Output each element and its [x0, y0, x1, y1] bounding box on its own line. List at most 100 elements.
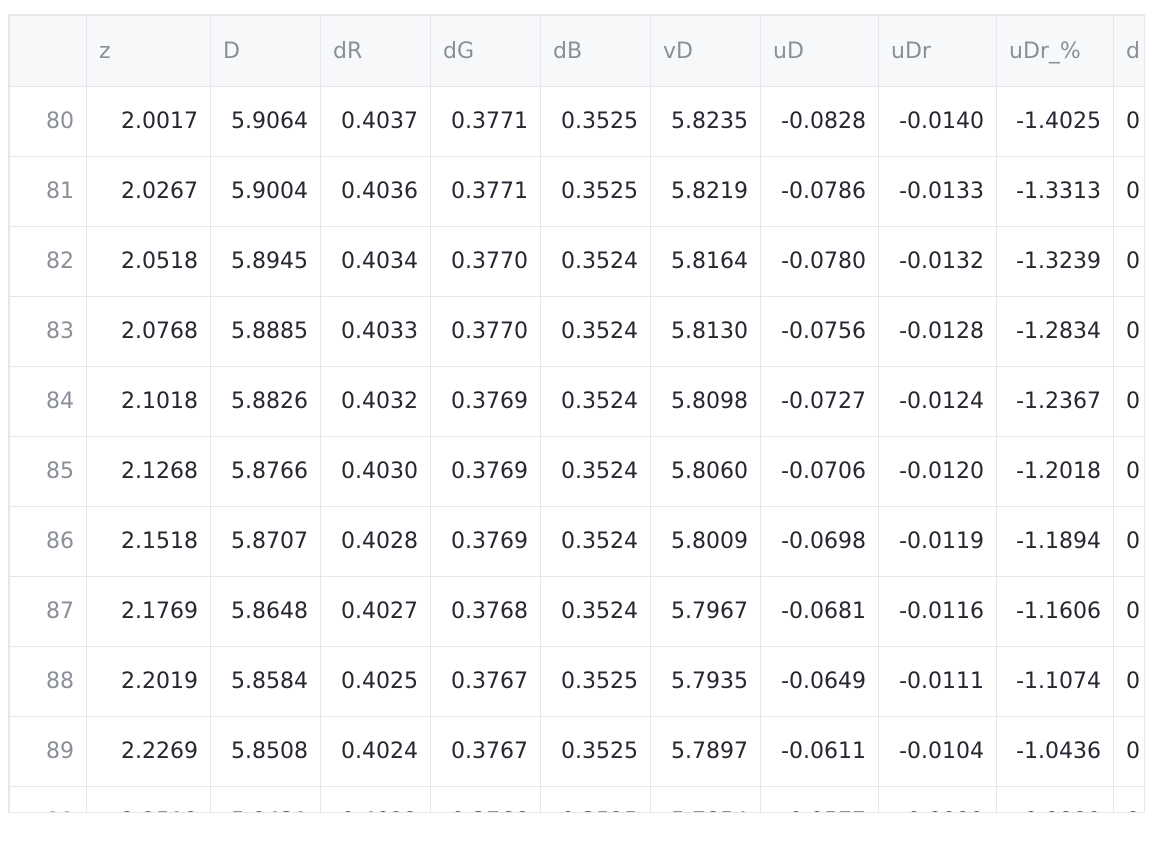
table-cell[interactable]: 2.0518: [86, 226, 211, 297]
table-cell[interactable]: 0.3770: [430, 226, 541, 297]
table-cell[interactable]: 2.1769: [86, 576, 211, 647]
table-cell[interactable]: -0.0727: [760, 366, 879, 437]
table-cell[interactable]: -0.0140: [878, 86, 997, 157]
table-cell[interactable]: 0.3525: [540, 156, 651, 227]
table-cell[interactable]: 0.3524: [540, 366, 651, 437]
table-cell[interactable]: 2.1518: [86, 506, 211, 577]
table-cell[interactable]: 0.4025: [320, 646, 431, 717]
table-cell[interactable]: 0.4028: [320, 506, 431, 577]
table-cell[interactable]: -0.0780: [760, 226, 879, 297]
column-header[interactable]: dR: [320, 15, 431, 87]
table-cell[interactable]: 2.0768: [86, 296, 211, 367]
table-cell[interactable]: 0.4037: [320, 86, 431, 157]
table-cell[interactable]: -0.0119: [878, 506, 997, 577]
table-cell[interactable]: -0.0611: [760, 716, 879, 787]
column-header[interactable]: D: [210, 15, 321, 87]
table-cell[interactable]: 0: [1113, 366, 1144, 437]
table-cell[interactable]: -0.0828: [760, 86, 879, 157]
column-header[interactable]: z: [86, 15, 211, 87]
table-cell[interactable]: 5.7897: [650, 716, 761, 787]
table-cell[interactable]: 0.3524: [540, 226, 651, 297]
table-cell[interactable]: -0.0649: [760, 646, 879, 717]
table-cell[interactable]: 0.4024: [320, 716, 431, 787]
table-cell[interactable]: 0.3768: [430, 576, 541, 647]
table-cell[interactable]: -0.0128: [878, 296, 997, 367]
table-cell[interactable]: -0.0756: [760, 296, 879, 367]
table-cell[interactable]: 5.7854: [650, 786, 761, 812]
table-cell[interactable]: 5.8060: [650, 436, 761, 507]
table-cell[interactable]: -0.0104: [878, 716, 997, 787]
column-header[interactable]: uDr: [878, 15, 997, 87]
table-cell[interactable]: 0.3766: [430, 786, 541, 812]
table-cell[interactable]: -1.2367: [996, 366, 1114, 437]
table-cell[interactable]: 0.3769: [430, 506, 541, 577]
table-cell[interactable]: -0.0111: [878, 646, 997, 717]
table-cell[interactable]: 2.2269: [86, 716, 211, 787]
table-cell[interactable]: 0.3767: [430, 646, 541, 717]
table-cell[interactable]: 0.3524: [540, 296, 651, 367]
table-cell[interactable]: 5.8584: [210, 646, 321, 717]
table-cell[interactable]: 5.8707: [210, 506, 321, 577]
table-cell[interactable]: -0.9880: [996, 786, 1114, 812]
table-cell[interactable]: -0.0681: [760, 576, 879, 647]
table-cell[interactable]: 2.2019: [86, 646, 211, 717]
table-cell[interactable]: 2.2519: [86, 786, 211, 812]
table-cell[interactable]: -1.3239: [996, 226, 1114, 297]
table-cell[interactable]: 5.8219: [650, 156, 761, 227]
table-cell[interactable]: 5.7935: [650, 646, 761, 717]
table-cell[interactable]: -0.0120: [878, 436, 997, 507]
table-cell[interactable]: 2.1018: [86, 366, 211, 437]
table-cell[interactable]: 0: [1113, 786, 1144, 812]
table-cell[interactable]: 0.4036: [320, 156, 431, 227]
table-cell[interactable]: -1.1606: [996, 576, 1114, 647]
table-cell[interactable]: -0.0132: [878, 226, 997, 297]
table-cell[interactable]: -1.2834: [996, 296, 1114, 367]
table-cell[interactable]: 5.8235: [650, 86, 761, 157]
table-cell[interactable]: 0: [1113, 436, 1144, 507]
table-cell[interactable]: 0.3770: [430, 296, 541, 367]
table-cell[interactable]: 0: [1113, 226, 1144, 297]
table-cell[interactable]: 0.3524: [540, 576, 651, 647]
table-cell[interactable]: 0.3771: [430, 86, 541, 157]
table-cell[interactable]: 0: [1113, 576, 1144, 647]
column-header[interactable]: d: [1113, 15, 1144, 87]
table-cell[interactable]: -0.0786: [760, 156, 879, 227]
column-header[interactable]: vD: [650, 15, 761, 87]
table-cell[interactable]: 0.3525: [540, 86, 651, 157]
table-cell[interactable]: 0.3525: [540, 716, 651, 787]
table-cell[interactable]: 2.1268: [86, 436, 211, 507]
table-cell[interactable]: 0: [1113, 86, 1144, 157]
table-cell[interactable]: 5.8431: [210, 786, 321, 812]
table-cell[interactable]: 0: [1113, 156, 1144, 227]
table-cell[interactable]: -1.4025: [996, 86, 1114, 157]
table-cell[interactable]: 0: [1113, 716, 1144, 787]
table-cell[interactable]: -1.0436: [996, 716, 1114, 787]
table-cell[interactable]: 5.8766: [210, 436, 321, 507]
table-cell[interactable]: 0: [1113, 506, 1144, 577]
table-cell[interactable]: 0: [1113, 296, 1144, 367]
table-cell[interactable]: 0.3769: [430, 366, 541, 437]
table-cell[interactable]: 0.3769: [430, 436, 541, 507]
table-cell[interactable]: 5.8164: [650, 226, 761, 297]
table-cell[interactable]: 0.3767: [430, 716, 541, 787]
table-cell[interactable]: 0.3525: [540, 646, 651, 717]
column-header[interactable]: dG: [430, 15, 541, 87]
table-cell[interactable]: -0.0133: [878, 156, 997, 227]
table-cell[interactable]: 0.4022: [320, 786, 431, 812]
table-cell[interactable]: 5.8885: [210, 296, 321, 367]
table-cell[interactable]: 5.9004: [210, 156, 321, 227]
table-cell[interactable]: 5.8009: [650, 506, 761, 577]
table-cell[interactable]: 0.4027: [320, 576, 431, 647]
table-cell[interactable]: -0.0577: [760, 786, 879, 812]
table-cell[interactable]: -0.0706: [760, 436, 879, 507]
table-cell[interactable]: 0.4032: [320, 366, 431, 437]
column-header[interactable]: uD: [760, 15, 879, 87]
table-cell[interactable]: 0.3524: [540, 506, 651, 577]
table-cell[interactable]: 0.3525: [540, 786, 651, 812]
table-cell[interactable]: 5.7967: [650, 576, 761, 647]
column-header[interactable]: uDr_%: [996, 15, 1114, 87]
table-cell[interactable]: 0.3524: [540, 436, 651, 507]
table-cell[interactable]: 2.0017: [86, 86, 211, 157]
column-header[interactable]: dB: [540, 15, 651, 87]
table-cell[interactable]: -1.3313: [996, 156, 1114, 227]
